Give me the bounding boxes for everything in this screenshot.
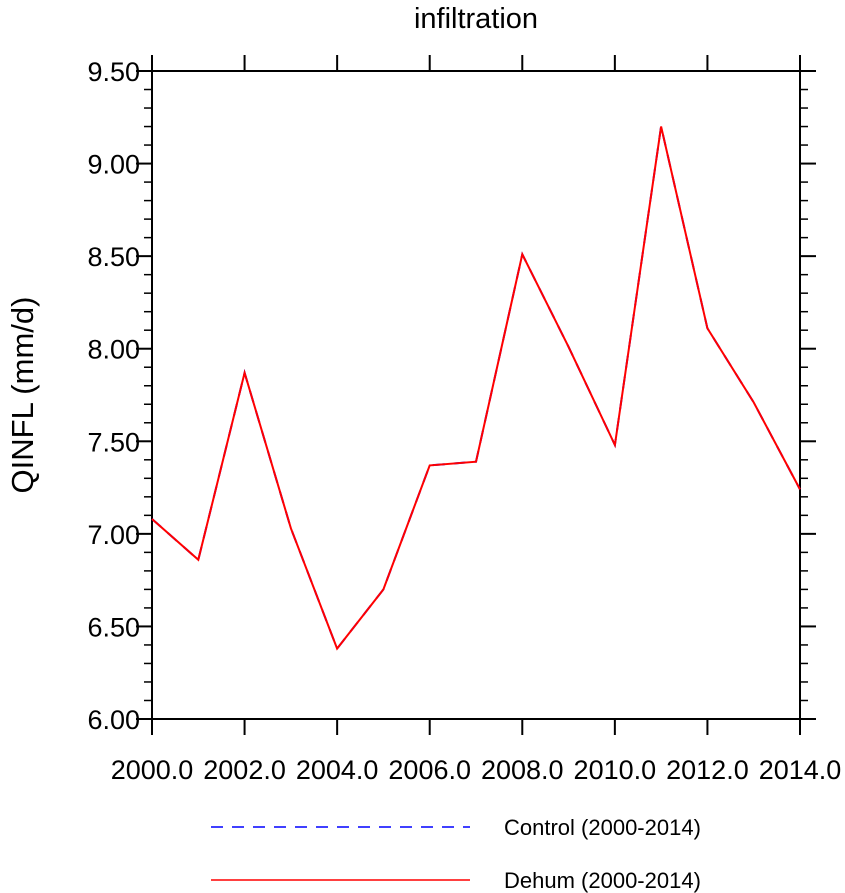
y-axis-label: QINFL (mm/d) <box>5 297 40 494</box>
legend-label: Dehum (2000-2014) <box>504 868 701 893</box>
plot-frame <box>151 70 801 720</box>
y-tick-label: 6.00 <box>87 705 140 735</box>
series-lines <box>151 126 801 651</box>
x-tick-label: 2006.0 <box>388 755 471 785</box>
x-tick-label: 2014.0 <box>759 755 842 785</box>
plot-border <box>151 70 801 720</box>
y-tick-labels: 6.00 6.50 7.00 7.50 8.00 8.50 9.00 9.50 <box>87 57 140 735</box>
y-tick-label: 7.00 <box>87 520 140 550</box>
x-tick-label: 2010.0 <box>574 755 657 785</box>
x-tick-label: 2000.0 <box>111 755 194 785</box>
y-tick-label: 8.50 <box>87 242 140 272</box>
legend: Control (2000-2014) Dehum (2000-2014) <box>211 815 701 893</box>
y-tick-label: 9.00 <box>87 150 140 180</box>
x-tick-label: 2002.0 <box>203 755 286 785</box>
x-tick-label: 2012.0 <box>666 755 749 785</box>
legend-label: Control (2000-2014) <box>504 815 701 840</box>
x-tick-labels: 2000.0 2002.0 2004.0 2006.0 2008.0 2010.0 2012… <box>111 755 842 785</box>
chart-title: infiltration <box>414 3 538 35</box>
y-tick-label: 6.50 <box>87 612 140 642</box>
y-tick-label: 7.50 <box>87 427 140 457</box>
axis-ticks <box>136 55 816 735</box>
y-tick-label: 8.00 <box>87 335 140 365</box>
series-line <box>151 126 801 651</box>
x-tick-label: 2004.0 <box>296 755 379 785</box>
y-tick-label: 9.50 <box>87 57 140 87</box>
x-tick-label: 2008.0 <box>481 755 564 785</box>
